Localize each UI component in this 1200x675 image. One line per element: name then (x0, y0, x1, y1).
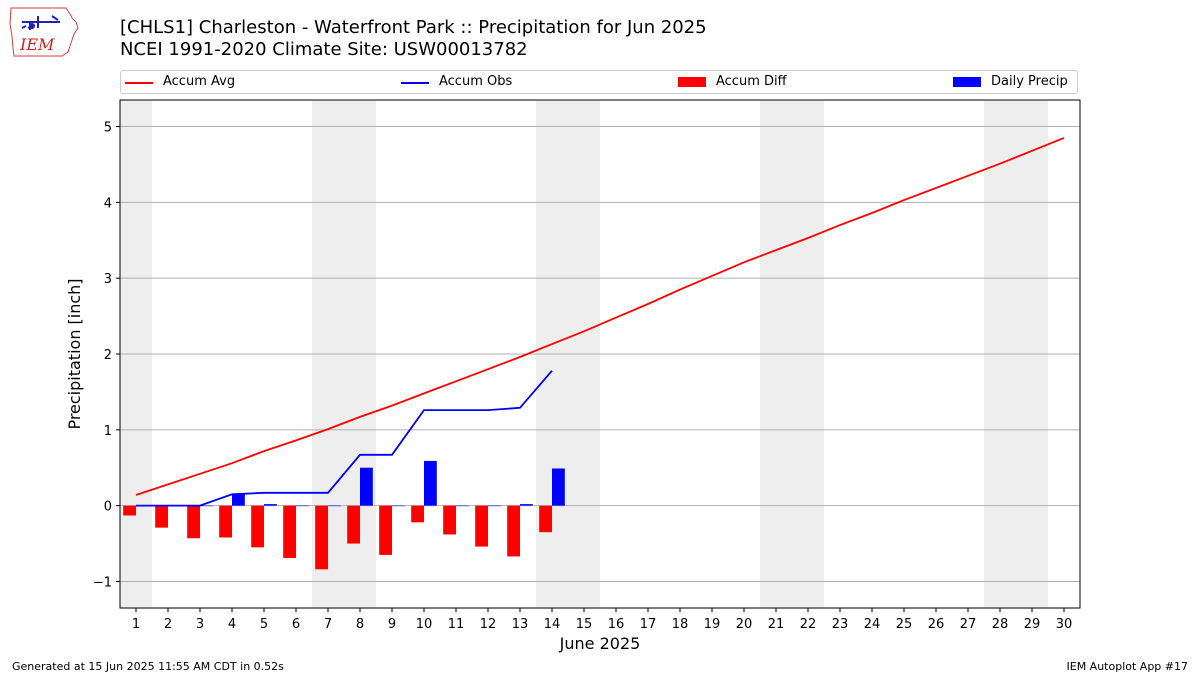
accum-obs-line (136, 370, 553, 507)
logo-text: IEM (19, 35, 55, 54)
x-tick-label: 9 (388, 617, 396, 632)
legend-swatch (678, 77, 706, 87)
y-tick-label: 4 (104, 196, 112, 211)
legend-swatch (401, 82, 429, 84)
x-tick-label: 2 (164, 617, 172, 632)
accum-diff-bar (155, 505, 168, 528)
y-tick-label: 5 (104, 121, 112, 136)
legend: Accum Avg Accum Obs Accum Diff Daily Precip (120, 70, 1078, 94)
x-tick-label: 30 (1056, 617, 1073, 632)
x-tick-label: 3 (196, 617, 204, 632)
x-tick-label: 18 (672, 617, 689, 632)
x-tick-label: 22 (800, 617, 817, 632)
daily-precip-bar (232, 494, 245, 506)
footer-app: IEM Autoplot App #17 (1066, 660, 1189, 673)
x-tick-label: 12 (480, 617, 497, 632)
y-tick-label: 0 (104, 500, 112, 515)
legend-label: Accum Avg (163, 74, 236, 89)
daily-precip-bar (520, 504, 533, 506)
daily-precip-bar (392, 505, 405, 507)
x-tick-label: 26 (928, 617, 945, 632)
footer-generated: Generated at 15 Jun 2025 11:55 AM CDT in… (12, 660, 284, 673)
x-tick-label: 4 (228, 617, 236, 632)
daily-precip-bar (296, 505, 309, 507)
accum-diff-bar (123, 505, 136, 516)
x-tick-label: 8 (356, 617, 364, 632)
chart-subtitle: NCEI 1991-2020 Climate Site: USW00013782 (120, 39, 528, 60)
x-tick-label: 1 (132, 617, 140, 632)
x-axis-label: June 2025 (559, 634, 641, 653)
accum-diff-bar (283, 505, 296, 558)
accum-diff-bar (539, 505, 552, 533)
x-tick-label: 6 (292, 617, 300, 632)
x-tick-label: 11 (448, 617, 465, 632)
daily-precip-bar (456, 505, 469, 507)
daily-precip-bar (424, 460, 437, 506)
x-tick-label: 16 (608, 617, 625, 632)
daily-precip-bar (264, 504, 277, 506)
x-tick-label: 14 (544, 617, 561, 632)
y-axis-label: Precipitation [inch] (65, 278, 84, 429)
accum-diff-bar (187, 505, 200, 539)
daily-precip-bar (552, 468, 565, 506)
x-tick-label: 13 (512, 617, 529, 632)
legend-swatch (953, 77, 981, 87)
x-tick-label: 21 (768, 617, 785, 632)
iem-logo: IEM (9, 7, 79, 57)
x-tick-label: 15 (576, 617, 593, 632)
accum-diff-bar (219, 505, 232, 538)
x-tick-label: 24 (864, 617, 881, 632)
x-tick-label: 23 (832, 617, 849, 632)
accum-diff-bar (347, 505, 360, 544)
iowa-outline-icon (9, 7, 79, 57)
x-tick-label: 25 (896, 617, 913, 632)
x-tick-label: 19 (704, 617, 721, 632)
accum-avg-line (135, 137, 1065, 496)
chart-title: [CHLS1] Charleston - Waterfront Park :: … (120, 17, 707, 38)
daily-precip-bar (200, 505, 213, 507)
y-tick-label: −1 (93, 575, 112, 590)
x-tick-label: 20 (736, 617, 753, 632)
accum-diff-bar (443, 505, 456, 535)
x-tick-label: 28 (992, 617, 1009, 632)
x-tick-label: 10 (416, 617, 433, 632)
y-tick-label: 1 (104, 424, 112, 439)
legend-label: Accum Diff (716, 74, 787, 89)
accum-diff-bar (475, 505, 488, 547)
legend-swatch (125, 82, 153, 84)
legend-label: Accum Obs (439, 74, 513, 89)
plot-frame (119, 99, 1081, 609)
y-tick-label: 3 (104, 272, 112, 287)
y-tick-label: 2 (104, 348, 112, 363)
accum-diff-bar (379, 505, 392, 555)
accum-diff-bar (411, 505, 424, 523)
legend-label: Daily Precip (991, 74, 1068, 89)
x-tick-label: 27 (960, 617, 977, 632)
station-dot-icon (29, 23, 35, 29)
daily-precip-bar (328, 505, 341, 507)
x-tick-label: 17 (640, 617, 657, 632)
x-tick-label: 5 (260, 617, 268, 632)
daily-precip-bar (360, 467, 373, 506)
accum-diff-bar (315, 505, 328, 570)
x-tick-label: 7 (324, 617, 332, 632)
accum-diff-bar (251, 505, 264, 548)
x-tick-label: 29 (1024, 617, 1041, 632)
daily-precip-bar (488, 505, 501, 507)
accum-diff-bar (507, 505, 520, 557)
